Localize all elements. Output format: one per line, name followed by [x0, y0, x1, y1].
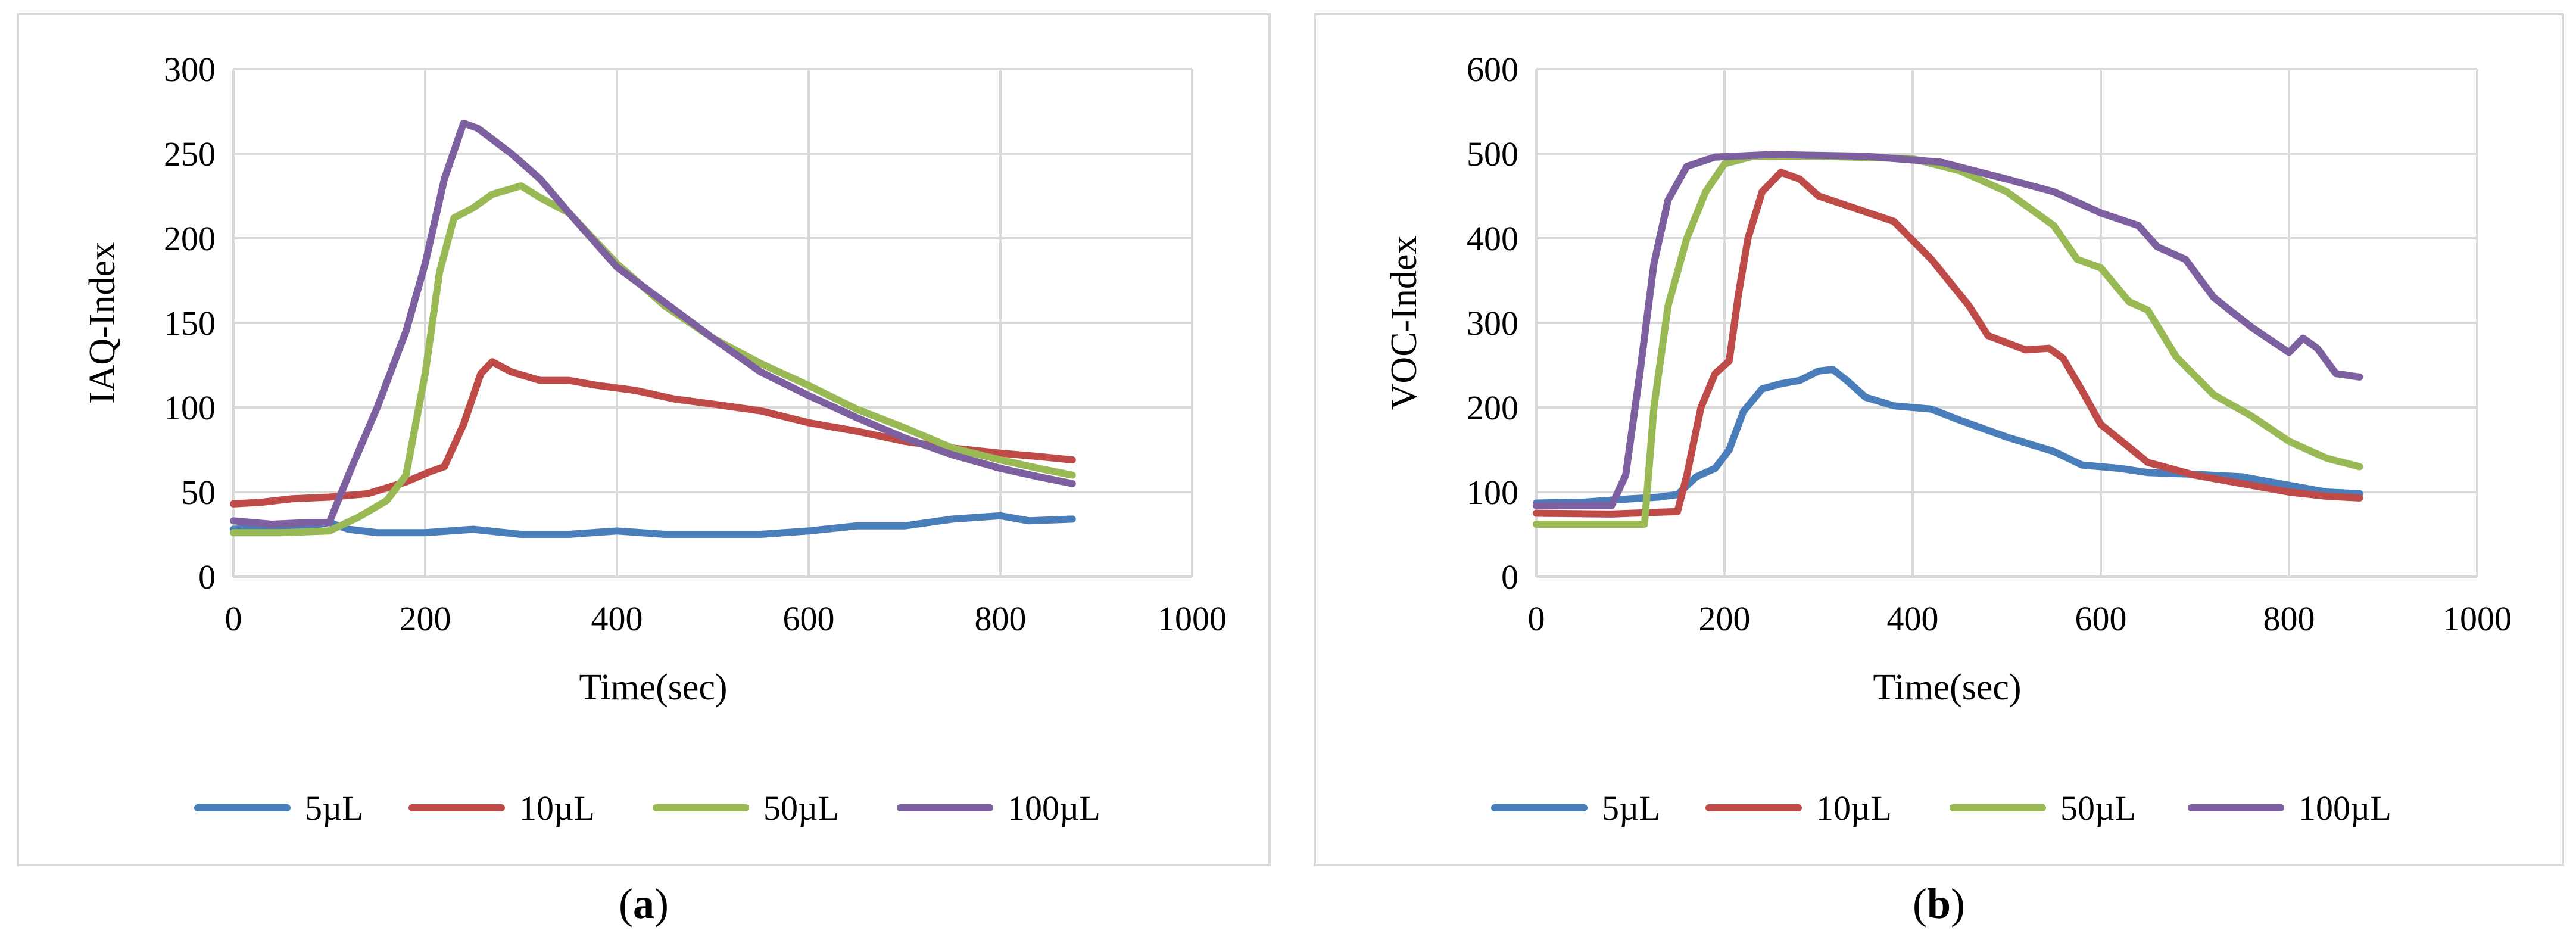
chart-b-series-line-50ul [1533, 153, 2363, 528]
chart-b-legend-label-10ul: 10µL [1816, 789, 1892, 827]
chart-a-x-tick-label-3: 600 [783, 599, 835, 638]
chart-a-legend-label-10ul: 10µL [519, 789, 595, 827]
chart-b-series-line-100ul [1533, 151, 2363, 509]
chart-a-y-tick-label-4: 200 [164, 219, 216, 258]
chart-a-legend-label-50ul: 50µL [763, 789, 839, 827]
chart-a-series-line-10ul [230, 358, 1076, 508]
chart-a-x-tick-label-4: 800 [975, 599, 1027, 638]
chart-b-y-axis-label: VOC-Index [1384, 236, 1424, 410]
chart-a-y-axis-label: IAQ-Index [82, 242, 123, 404]
panel-caption-a-label: a [633, 880, 654, 928]
chart-b-legend-label-100ul: 100µL [2299, 789, 2391, 827]
chart-b-x-tick-label-4: 800 [2263, 599, 2315, 638]
chart-b-x-tick-label-2: 400 [1887, 599, 1939, 638]
chart-b-y-tick-label-6: 600 [1467, 50, 1518, 89]
chart-a-y-tick-label-0: 0 [198, 558, 216, 596]
chart-b-y-tick-label-2: 200 [1467, 388, 1518, 427]
chart-a-x-axis-label: Time(sec) [579, 667, 727, 708]
chart-b-x-axis-label: Time(sec) [1873, 667, 2021, 708]
chart-a-legend-label-100ul: 100µL [1008, 789, 1100, 827]
chart-b-y-tick-label-4: 400 [1467, 219, 1518, 258]
chart-b-x-tick-label-0: 0 [1528, 599, 1545, 638]
chart-a-y-tick-label-2: 100 [164, 388, 216, 427]
chart-b-y-tick-label-0: 0 [1501, 558, 1518, 596]
chart-a-svg: 0 50 100 150 200 250 300 0 200 400 600 800 1000 Time(… [82, 50, 1227, 827]
chart-a-y-tick-label-5: 250 [164, 135, 216, 173]
chart-b-y-tick-label-5: 500 [1467, 135, 1518, 173]
chart-b-x-tick-label-1: 200 [1699, 599, 1751, 638]
chart-a-x-tick-label-0: 0 [225, 599, 242, 638]
chart-a-x-tick-label-5: 1000 [1158, 599, 1227, 638]
chart-a-x-tick-label-2: 400 [591, 599, 643, 638]
chart-a-series-line-100ul [230, 119, 1076, 528]
chart-a-legend-label-5ul: 5µL [305, 789, 363, 827]
panel-caption-b: (b) [1912, 880, 1966, 928]
chart-b-y-tick-label-3: 300 [1467, 304, 1518, 343]
chart-panel-a: 0 50 100 150 200 250 300 0 200 400 600 800 1000 Time(… [17, 13, 1271, 866]
chart-b-x-tick-label-3: 600 [2075, 599, 2127, 638]
chart-b-svg: 0 100 200 300 400 500 600 0 200 400 600 800 1000 Time… [1384, 50, 2512, 827]
chart-b-legend-label-5ul: 5µL [1602, 789, 1660, 827]
chart-a-x-tick-label-1: 200 [400, 599, 451, 638]
chart-b-legend-label-50ul: 50µL [2060, 789, 2136, 827]
panel-caption-a: (a) [619, 880, 669, 928]
chart-b-y-tick-label-1: 100 [1467, 473, 1518, 512]
chart-a-y-tick-label-6: 300 [164, 50, 216, 89]
chart-b-x-tick-label-5: 1000 [2443, 599, 2512, 638]
chart-b-series-line-10ul [1533, 169, 2363, 518]
chart-a-y-tick-label-3: 150 [164, 304, 216, 343]
chart-panel-b: 0 100 200 300 400 500 600 0 200 400 600 800 1000 Time… [1314, 13, 2564, 866]
chart-a-y-tick-label-1: 50 [181, 473, 216, 512]
chart-b-series-line-5ul [1533, 366, 2363, 507]
chart-a-series-line-50ul [230, 182, 1076, 537]
panel-caption-b-label: b [1926, 880, 1951, 928]
